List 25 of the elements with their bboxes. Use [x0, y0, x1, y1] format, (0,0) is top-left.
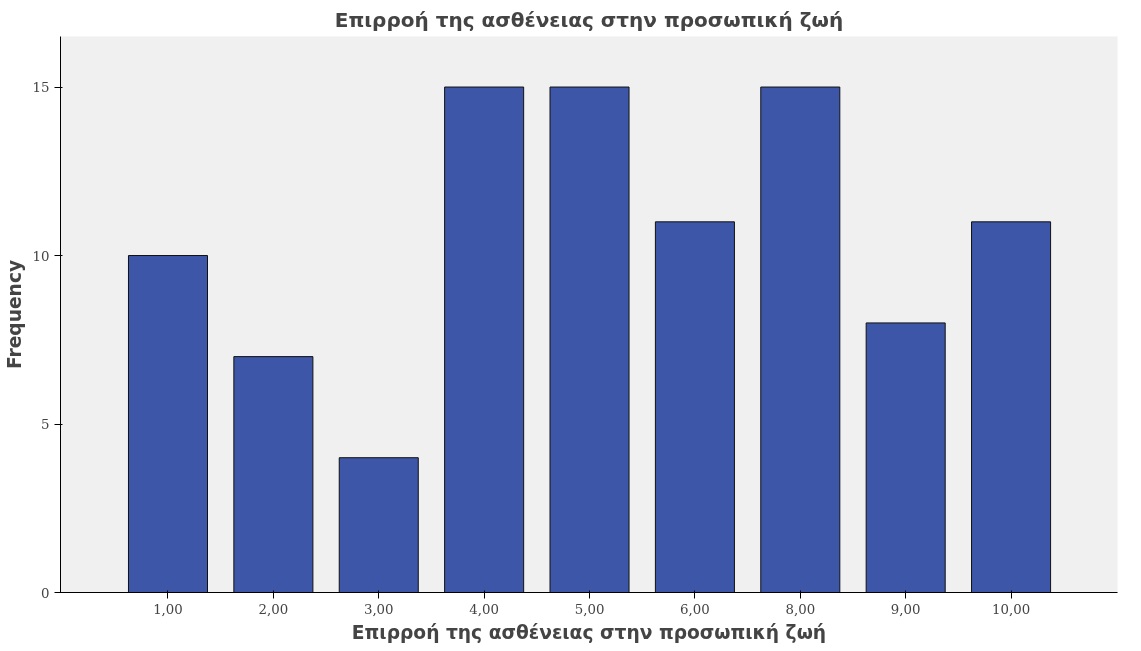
- x-axis-title: Επιρροή της ασθένειας στην προσωπική ζωή: [351, 621, 827, 643]
- x-tick-label: 5,00: [574, 601, 605, 617]
- x-tick-label: 10,00: [991, 601, 1031, 617]
- bar: [760, 86, 841, 593]
- x-tick-label: 3,00: [363, 601, 394, 617]
- bar: [549, 86, 630, 593]
- x-tick-label: 8,00: [785, 601, 816, 617]
- bar: [127, 255, 209, 593]
- bar: [865, 322, 946, 593]
- x-tick-label: 4,00: [469, 601, 499, 617]
- bar: [654, 221, 735, 593]
- bar: [444, 86, 525, 593]
- y-axis-title: Frequency: [3, 259, 25, 370]
- bar: [971, 221, 1052, 593]
- y-tick-label: 0: [41, 585, 50, 601]
- bar: [233, 356, 314, 593]
- x-tick-label: 2,00: [258, 601, 289, 617]
- y-tick-label: 10: [32, 248, 50, 264]
- y-tick-label: 15: [32, 80, 50, 96]
- y-tick-label: 5: [41, 417, 50, 433]
- x-tick-label: 1,00: [153, 601, 183, 617]
- x-tick-label: 9,00: [890, 601, 921, 617]
- x-tick-label: 6,00: [680, 601, 710, 617]
- chart-title: Επιρροή της ασθένειας στην προσωπική ζωή: [334, 7, 844, 32]
- bar: [338, 457, 419, 593]
